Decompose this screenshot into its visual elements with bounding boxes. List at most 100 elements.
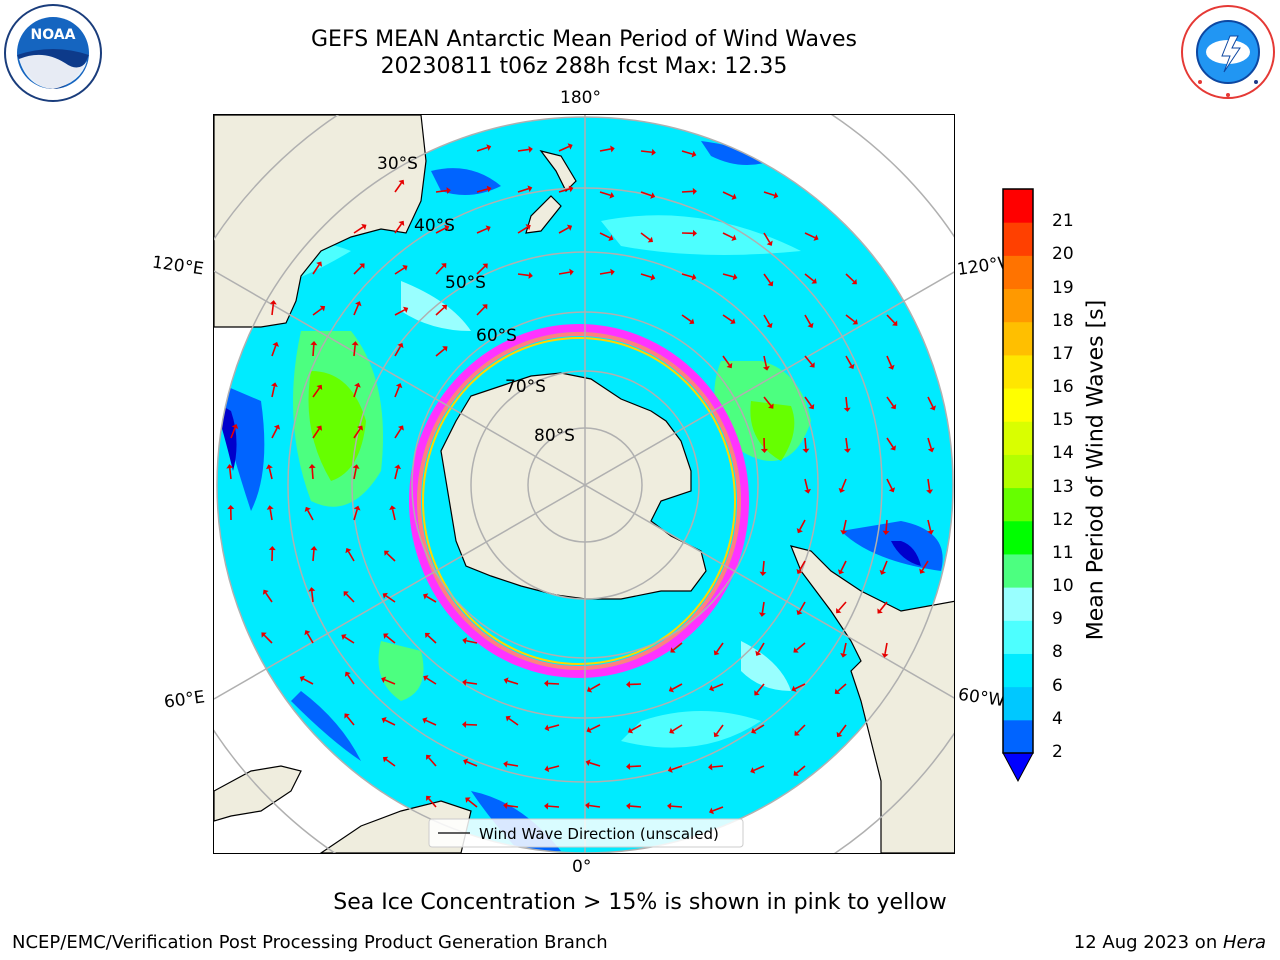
wind-wave-arrow-shaft	[385, 758, 396, 767]
wind-wave-arrow-head	[888, 364, 895, 370]
wind-wave-arrow-head	[586, 686, 593, 693]
wind-wave-arrow-head	[354, 382, 361, 388]
wind-wave-arrow-shaft	[722, 355, 731, 366]
footer-credit: NCEP/EMC/Verification Post Processing Pr…	[12, 932, 608, 953]
colorbar-tick-label: 20	[1052, 244, 1074, 265]
wind-wave-arrow-shaft	[311, 467, 314, 480]
wind-wave-arrow-head	[813, 234, 819, 241]
wind-wave-arrow-head	[359, 263, 365, 269]
lat-label-60s: 60°S	[476, 326, 517, 346]
wind-wave-arrow-shaft	[306, 633, 314, 644]
wind-wave-arrow-head	[462, 678, 467, 686]
wind-wave-arrow-head	[355, 301, 362, 307]
wind-wave-arrow-head	[731, 193, 737, 200]
wind-wave-arrow-head	[441, 263, 447, 269]
wind-wave-arrow-head	[691, 273, 697, 281]
colorbar-band	[1003, 421, 1033, 455]
wind-wave-arrow-shaft	[265, 592, 273, 603]
wind-wave-arrow-shaft	[344, 636, 355, 644]
wind-wave-arrow-shaft	[796, 765, 806, 774]
wind-wave-arrow-shaft	[798, 560, 806, 571]
wind-wave-arrow-head	[402, 265, 408, 271]
wind-wave-arrow-head	[766, 322, 773, 328]
wind-wave-arrow-head	[668, 686, 675, 693]
colorbar-tick-label: 10	[1052, 576, 1074, 597]
wind-wave-arrow-head	[692, 187, 697, 195]
wind-wave-arrow-head	[482, 263, 488, 269]
colorbar-band	[1003, 255, 1033, 290]
lat-label-40s: 40°S	[414, 216, 455, 236]
wind-wave-arrow-head	[609, 191, 615, 199]
wind-wave-arrow-head	[567, 143, 573, 150]
wind-wave-arrow-shaft	[517, 273, 530, 277]
wind-wave-arrow-head	[837, 569, 845, 575]
wind-wave-arrow-shaft	[394, 267, 405, 275]
wind-wave-arrow-head	[266, 464, 273, 470]
wind-wave-arrow-head	[892, 320, 898, 326]
wind-wave-arrow-shaft	[353, 304, 360, 316]
colorbar-tick-label: 2	[1052, 742, 1063, 762]
wind-wave-arrow-head	[395, 383, 403, 389]
wind-wave-arrow-shaft	[384, 719, 396, 726]
wind-wave-arrow-shaft	[640, 273, 652, 279]
wind-wave-arrow-shaft	[548, 724, 560, 729]
wind-wave-arrow-head	[351, 341, 359, 346]
wind-wave-arrow-shaft	[882, 560, 888, 572]
wind-wave-arrow-head	[544, 765, 550, 773]
wind-wave-arrow-head	[382, 592, 388, 599]
wind-wave-arrow-head	[759, 571, 767, 576]
wind-wave-arrow-shaft	[476, 146, 488, 152]
wind-wave-arrow-shaft	[711, 765, 724, 768]
wind-wave-arrow-shaft	[671, 683, 683, 690]
wind-wave-arrow-head	[266, 505, 274, 510]
wind-wave-arrow-head	[879, 569, 887, 575]
wind-wave-arrow-shaft	[353, 509, 358, 521]
wind-wave-arrow-head	[544, 802, 549, 810]
wind-wave-arrow-shaft	[763, 273, 772, 284]
wind-wave-arrow-shaft	[722, 273, 734, 278]
wind-wave-arrow-head	[877, 608, 883, 614]
wind-wave-arrow-head	[308, 587, 316, 592]
wind-wave-arrow-head	[713, 731, 720, 738]
colorbar-tick-label: 15	[1052, 410, 1074, 431]
wind-wave-arrow-head	[268, 546, 276, 551]
wind-wave-arrow-shaft	[640, 191, 652, 197]
wind-wave-arrow-head	[755, 650, 762, 656]
wind-wave-arrow-head	[730, 318, 736, 325]
wind-wave-arrow-head	[796, 528, 803, 534]
wind-wave-arrow-shaft	[837, 683, 847, 692]
wind-wave-arrow-head	[667, 766, 673, 773]
wind-wave-arrow-shaft	[427, 634, 437, 644]
colorbar-tick-label: 12	[1052, 509, 1074, 530]
wind-wave-arrow-shaft	[347, 674, 355, 685]
wind-wave-arrow-shaft	[629, 805, 642, 808]
colorbar-band	[1003, 520, 1033, 555]
lat-label-30s: 30°S	[377, 154, 418, 174]
colorbar-frame	[1002, 188, 1034, 754]
wind-wave-arrow-shaft	[271, 427, 278, 439]
wind-wave-arrow-head	[316, 425, 323, 431]
wind-wave-arrow-head	[626, 680, 631, 688]
wind-wave-arrow-head	[345, 548, 352, 554]
wind-wave-arrow-shaft	[715, 724, 724, 735]
wind-wave-arrow-head	[528, 271, 533, 279]
wind-wave-arrow-head	[773, 192, 779, 199]
wind-wave-arrow-head	[890, 445, 896, 451]
wind-wave-arrow-shaft	[426, 677, 437, 685]
wind-wave-arrow-shaft	[385, 595, 396, 603]
wind-wave-arrow-shaft	[435, 189, 448, 193]
wind-wave-arrow-head	[269, 300, 277, 305]
wind-wave-arrow-head	[751, 727, 757, 734]
wind-wave-arrow-shaft	[425, 719, 437, 726]
wind-wave-arrow-head	[647, 236, 654, 243]
wind-wave-arrow-shaft	[517, 148, 530, 152]
wind-wave-arrow-head	[316, 384, 323, 391]
wind-wave-arrow-head	[709, 684, 715, 692]
wind-wave-arrow-head	[838, 487, 846, 493]
wind-wave-arrow-head	[610, 145, 615, 153]
wind-wave-arrow-head	[353, 505, 361, 511]
wind-wave-arrow-shaft	[307, 509, 314, 521]
wind-wave-arrow-shaft	[763, 191, 775, 197]
wind-wave-arrow-head	[304, 506, 311, 513]
wind-wave-arrow-head	[227, 505, 235, 510]
